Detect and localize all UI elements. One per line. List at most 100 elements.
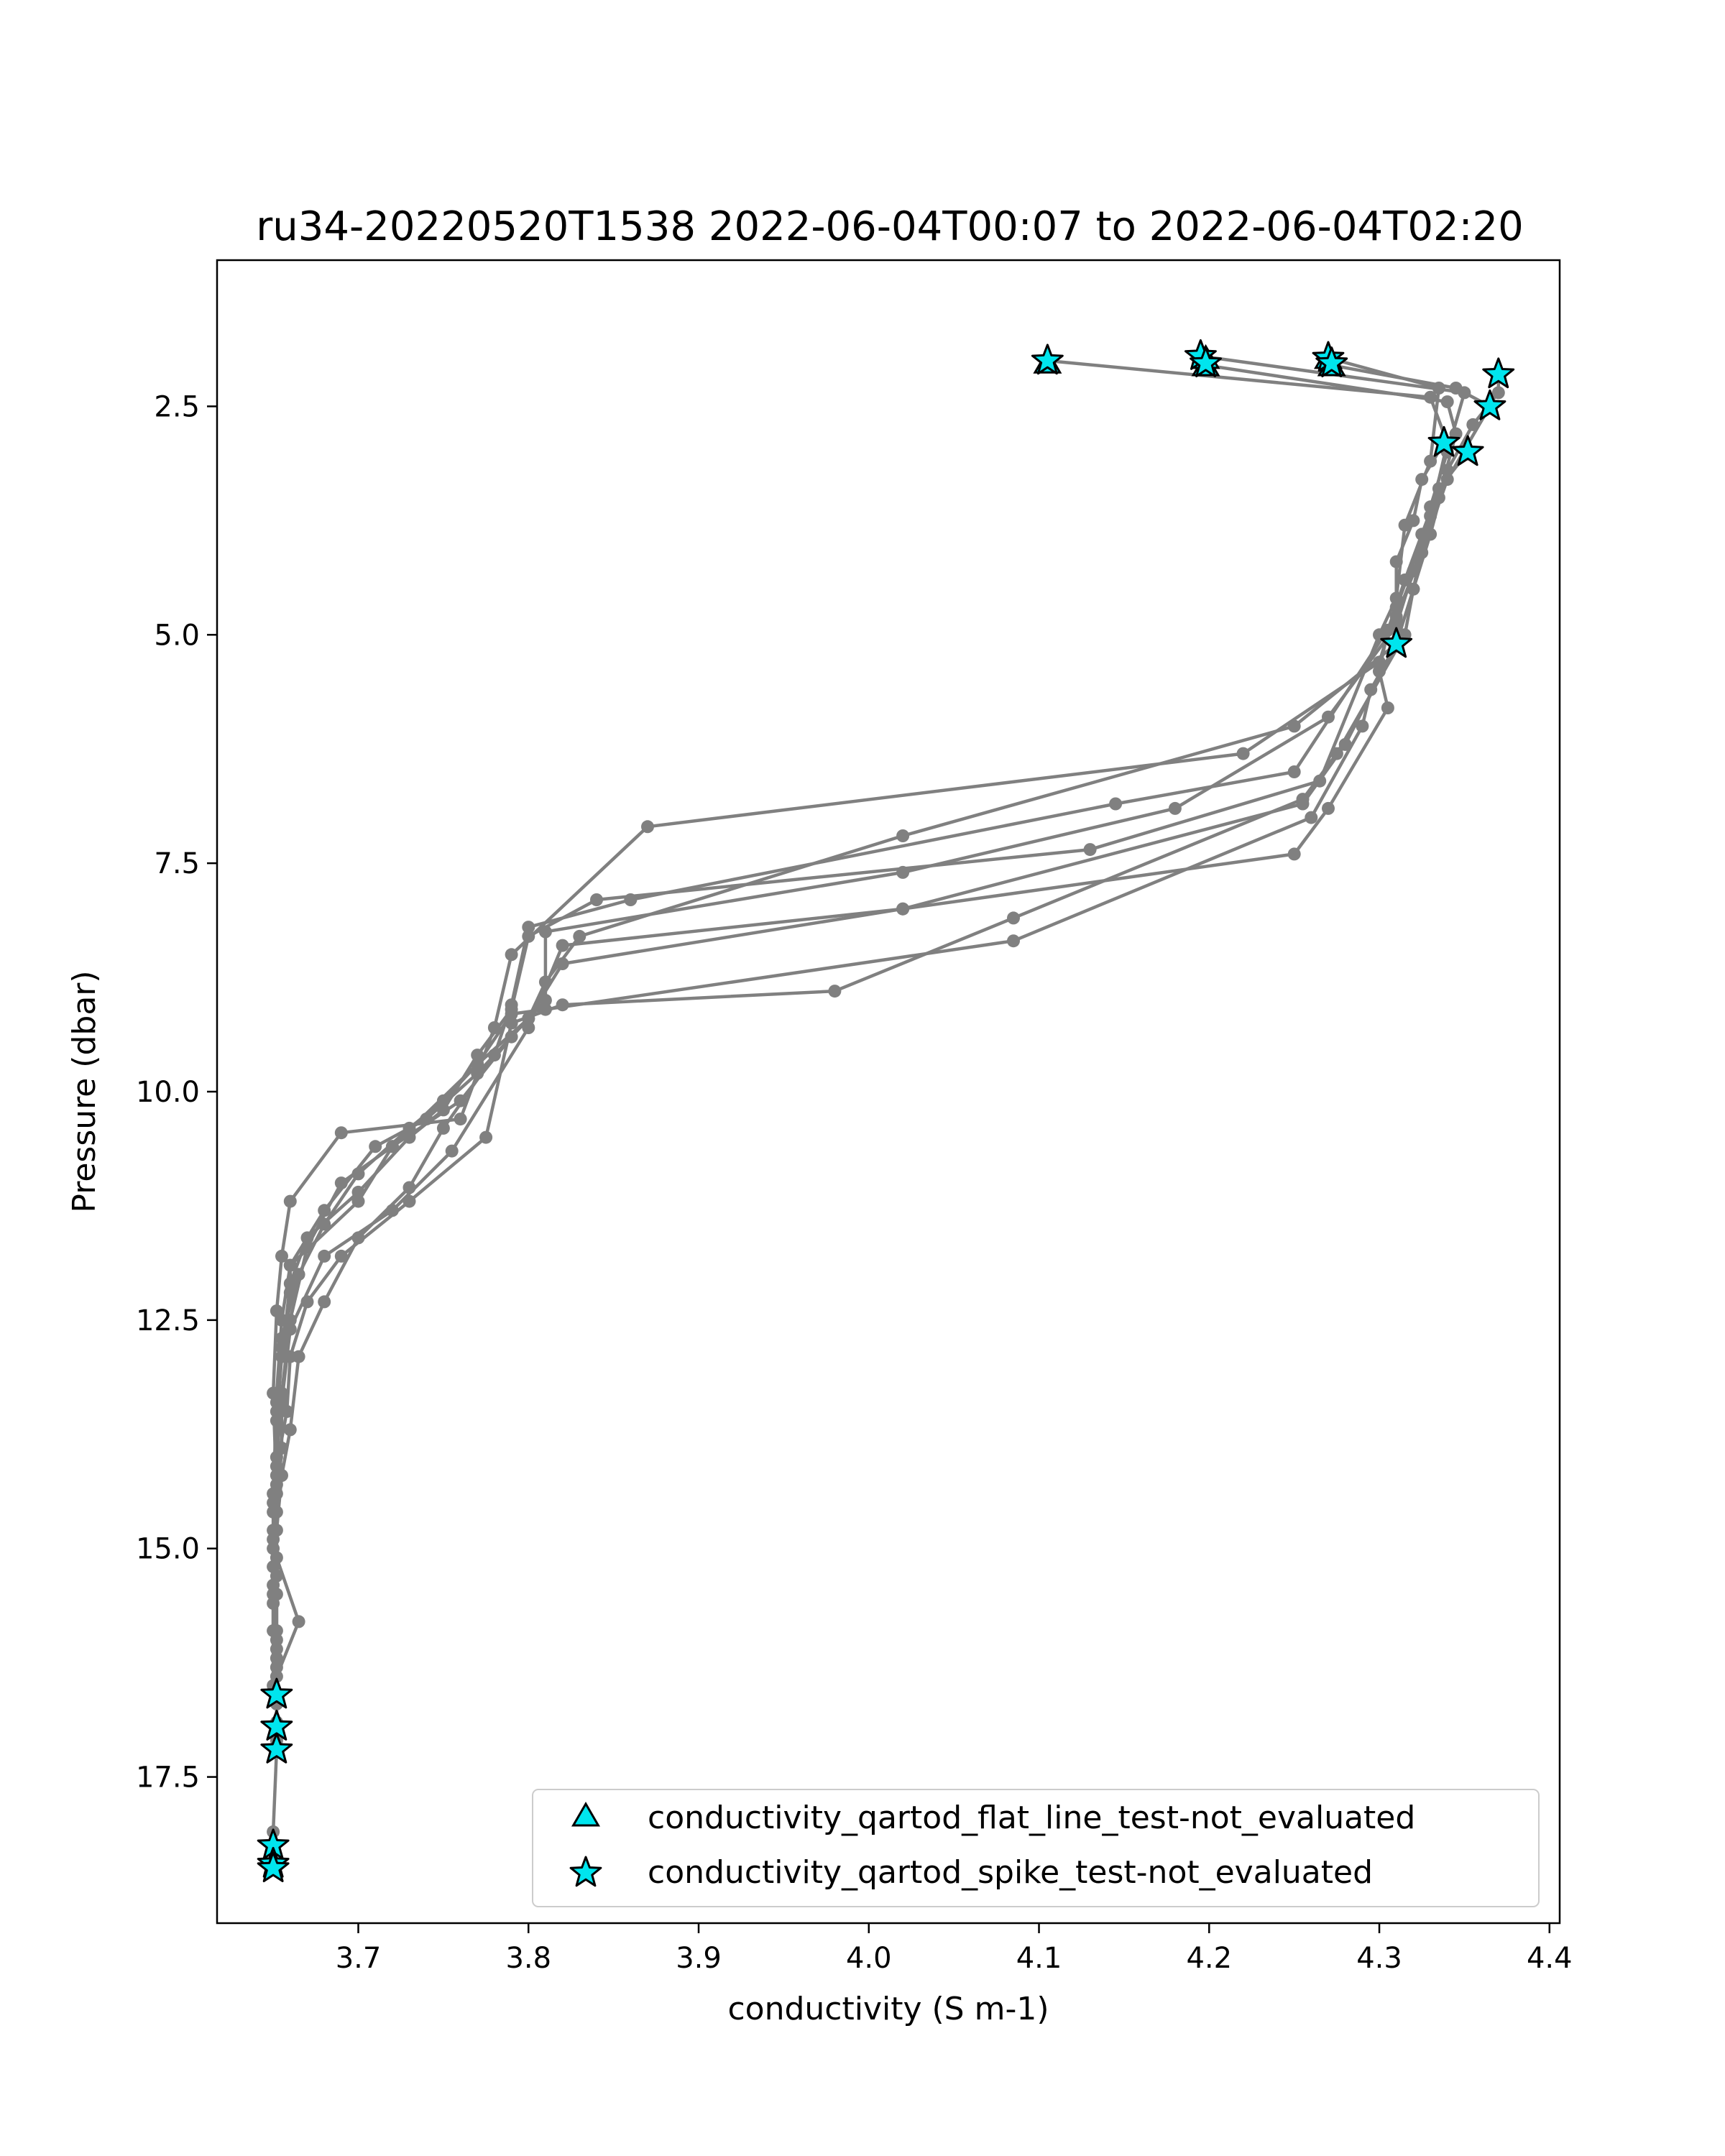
data-point-0-12 bbox=[283, 1194, 297, 1208]
star-icon bbox=[569, 1856, 602, 1887]
data-point-5-5 bbox=[1407, 582, 1420, 596]
data-point-2-1 bbox=[1440, 395, 1454, 409]
data-point-7-15 bbox=[270, 1450, 283, 1464]
x-tick-label: 3.7 bbox=[336, 1942, 382, 1975]
data-point-0-7 bbox=[641, 820, 654, 834]
data-point-0-11 bbox=[334, 1126, 348, 1140]
data-point-7-2 bbox=[1356, 719, 1369, 733]
data-point-7-5 bbox=[538, 1003, 552, 1016]
y-axis-label: Pressure (dbar) bbox=[66, 970, 103, 1212]
data-point-4-15 bbox=[318, 1295, 331, 1309]
legend: conductivity_qartod_flat_line_test-not_e… bbox=[532, 1789, 1540, 1907]
marker-layer bbox=[257, 339, 1515, 1882]
data-point-2-14 bbox=[334, 1176, 348, 1190]
series-line-6 bbox=[271, 442, 1445, 1631]
series-line-2 bbox=[275, 363, 1458, 1723]
axis-layer: 3.7 3.8 3.9 4.0 4.1 4.2 4.3 4.4 2.5 5.0 7.5 10.0 12.… bbox=[136, 390, 1573, 1975]
series-line-4 bbox=[275, 363, 1492, 1704]
data-point-7-12 bbox=[292, 1268, 305, 1281]
data-point-1-7 bbox=[896, 829, 910, 842]
y-tick-label: 5.0 bbox=[154, 619, 200, 652]
data-point-8-6 bbox=[1381, 701, 1394, 714]
data-point-7-18 bbox=[270, 1633, 283, 1646]
data-point-5-15 bbox=[334, 1249, 348, 1263]
data-point-7-17 bbox=[267, 1578, 280, 1592]
data-point-7-11 bbox=[318, 1217, 331, 1231]
data-point-8-1 bbox=[1432, 482, 1445, 495]
data-point-0-10 bbox=[454, 1112, 467, 1126]
chart-title: ru34-20220520T1538 2022-06-04T00:07 to 2… bbox=[256, 203, 1523, 250]
x-tick-label: 4.0 bbox=[846, 1942, 892, 1975]
data-point-5-13 bbox=[479, 1130, 493, 1144]
spike-marker-3 bbox=[1190, 346, 1222, 377]
data-point-0-6 bbox=[1236, 747, 1250, 760]
data-point-8-10 bbox=[556, 957, 569, 970]
data-point-7-10 bbox=[351, 1167, 365, 1181]
data-point-6-11 bbox=[445, 1144, 459, 1158]
data-point-6-10 bbox=[522, 1021, 535, 1034]
x-tick-label: 4.3 bbox=[1356, 1942, 1402, 1975]
y-tick-label: 10.0 bbox=[136, 1076, 200, 1109]
data-point-6-3 bbox=[1389, 555, 1403, 568]
data-point-6-7 bbox=[1296, 797, 1310, 811]
data-point-3-12 bbox=[436, 1103, 450, 1117]
data-point-3-15 bbox=[300, 1231, 314, 1245]
data-point-8-18 bbox=[267, 1496, 280, 1510]
legend-frame bbox=[532, 1789, 1540, 1907]
data-point-1-6 bbox=[1287, 719, 1301, 733]
legend-triangle-marker bbox=[571, 1802, 601, 1827]
data-point-7-16 bbox=[267, 1505, 280, 1519]
y-tick-label: 2.5 bbox=[154, 390, 200, 423]
series-layer bbox=[267, 349, 1505, 1875]
data-point-5-9 bbox=[1007, 911, 1020, 925]
data-point-7-3 bbox=[1305, 811, 1318, 824]
data-point-8-12 bbox=[471, 1057, 484, 1071]
x-tick-label: 4.1 bbox=[1016, 1942, 1062, 1975]
series-line-1 bbox=[271, 354, 1466, 1668]
data-point-6-2 bbox=[1407, 514, 1420, 528]
data-point-5-10 bbox=[828, 985, 842, 998]
spike-marker-7 bbox=[1427, 425, 1460, 457]
data-point-0-13 bbox=[275, 1249, 288, 1263]
data-point-7-1 bbox=[1364, 683, 1378, 696]
spike-marker-9 bbox=[1380, 627, 1413, 658]
data-point-4-12 bbox=[436, 1121, 450, 1135]
spike-marker-4 bbox=[1315, 346, 1348, 377]
series-line-5 bbox=[271, 374, 1501, 1686]
x-tick-label: 3.9 bbox=[676, 1942, 722, 1975]
data-point-2-7 bbox=[1168, 801, 1182, 815]
triangle-icon bbox=[571, 1802, 601, 1827]
x-tick-label: 3.8 bbox=[505, 1942, 551, 1975]
data-point-8-16 bbox=[275, 1313, 288, 1327]
data-point-4-10 bbox=[505, 998, 518, 1012]
data-point-8-9 bbox=[896, 902, 910, 916]
x-tick-label: 4.4 bbox=[1527, 1942, 1573, 1975]
data-point-7-6 bbox=[505, 1007, 518, 1021]
data-point-0-8 bbox=[505, 948, 518, 962]
spike-marker-0 bbox=[1031, 344, 1064, 375]
data-point-8-7 bbox=[1322, 801, 1335, 815]
data-point-1-13 bbox=[369, 1140, 382, 1153]
legend-label-flat-line: conductivity_qartod_flat_line_test-not_e… bbox=[648, 1800, 1415, 1836]
data-point-8-3 bbox=[1398, 573, 1412, 586]
x-tick-label: 4.2 bbox=[1186, 1942, 1232, 1975]
data-point-6-1 bbox=[1415, 473, 1429, 487]
y-tick-label: 7.5 bbox=[154, 847, 200, 880]
data-point-4-1 bbox=[1449, 382, 1463, 395]
data-point-4-7 bbox=[1109, 797, 1123, 811]
data-point-3-7 bbox=[1083, 843, 1097, 857]
y-tick-label: 17.5 bbox=[136, 1761, 200, 1795]
data-point-8-17 bbox=[270, 1386, 283, 1400]
data-point-6-9 bbox=[556, 939, 569, 952]
y-tick-label: 12.5 bbox=[136, 1304, 200, 1337]
data-point-5-1 bbox=[1491, 386, 1505, 400]
data-point-6-13 bbox=[318, 1249, 331, 1263]
data-point-6-14 bbox=[283, 1322, 297, 1336]
plot-frame bbox=[216, 259, 1561, 1925]
spike-marker-6 bbox=[1473, 389, 1506, 420]
data-point-6-12 bbox=[385, 1204, 399, 1217]
data-point-4-9 bbox=[522, 921, 535, 934]
data-point-7-4 bbox=[1007, 934, 1020, 948]
data-point-1-8 bbox=[573, 929, 586, 943]
